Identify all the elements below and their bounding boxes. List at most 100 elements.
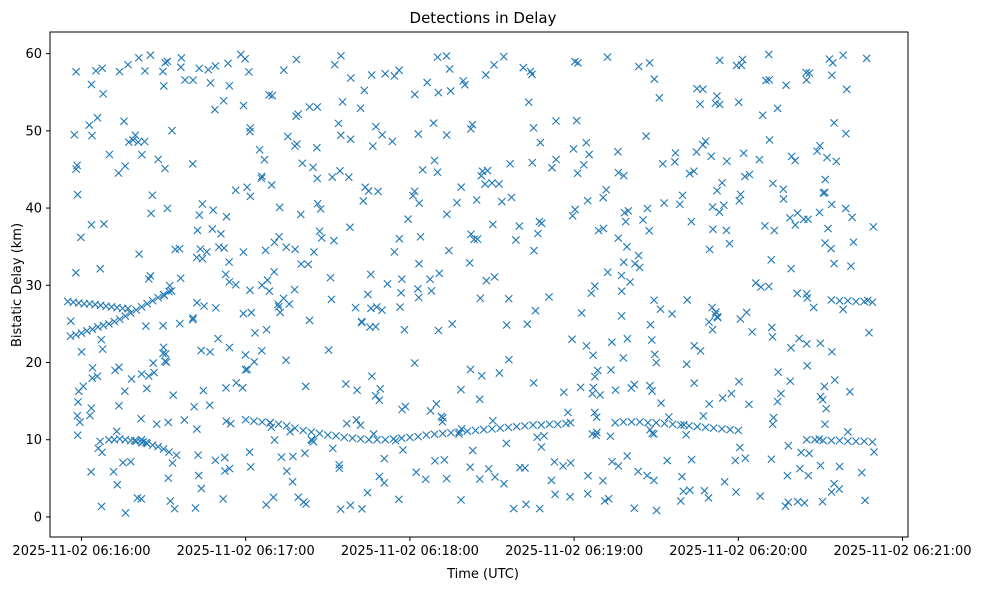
detection-marker [257, 172, 266, 181]
detection-marker [165, 448, 174, 457]
detection-marker [316, 204, 325, 213]
detection-marker [137, 302, 146, 311]
detection-marker [190, 402, 199, 411]
detection-marker [77, 347, 86, 356]
detection-marker [88, 363, 97, 372]
detection-marker [176, 63, 185, 72]
detection-marker [690, 379, 699, 388]
detection-marker [206, 347, 215, 356]
detection-marker [244, 67, 253, 76]
detection-marker [369, 430, 378, 439]
detection-marker [199, 386, 208, 395]
detection-marker [502, 439, 511, 448]
detection-marker [643, 471, 652, 480]
detection-marker [87, 80, 96, 89]
detection-marker [216, 229, 225, 238]
detection-marker [475, 475, 484, 484]
detection-marker [239, 309, 248, 318]
detection-marker [635, 417, 644, 426]
detection-marker [329, 236, 338, 245]
y-tick-label: 50 [25, 124, 42, 139]
detection-marker [346, 73, 355, 82]
detection-marker [507, 193, 516, 202]
detection-marker [692, 147, 701, 156]
detection-marker [803, 361, 812, 370]
detection-marker [421, 475, 430, 484]
detection-marker [210, 105, 219, 114]
detection-marker [699, 411, 708, 420]
detection-marker [238, 383, 247, 392]
detection-marker [301, 382, 310, 391]
detection-marker [288, 477, 297, 486]
detection-marker [446, 87, 455, 96]
detection-marker [367, 372, 376, 381]
detection-marker [292, 112, 301, 121]
detection-marker [502, 320, 511, 329]
detection-marker [241, 350, 250, 359]
detection-marker [708, 202, 717, 211]
detection-marker [526, 67, 535, 76]
detection-marker [194, 471, 203, 480]
detection-marker [277, 453, 286, 462]
detection-marker [312, 143, 321, 152]
detection-marker [300, 449, 309, 458]
detection-marker [91, 66, 100, 75]
detection-marker [429, 119, 438, 128]
detection-marker [520, 421, 529, 430]
detection-marker [172, 451, 181, 460]
detection-marker [154, 442, 163, 451]
detection-marker [143, 299, 152, 308]
detection-marker [720, 477, 729, 486]
detection-marker [168, 459, 177, 468]
detection-marker [701, 137, 710, 146]
detection-marker [200, 302, 209, 311]
detection-marker [166, 497, 175, 505]
detection-marker [787, 264, 796, 273]
detection-marker [663, 456, 672, 465]
detection-marker [600, 496, 609, 505]
detection-marker [335, 460, 344, 469]
detection-marker [371, 122, 380, 131]
detection-marker [800, 498, 809, 507]
detection-marker [827, 347, 836, 356]
detection-marker [247, 308, 256, 317]
detection-marker [765, 135, 774, 144]
detection-marker [457, 183, 466, 192]
detection-marker [175, 244, 184, 253]
detection-marker [66, 332, 75, 341]
detection-marker [528, 158, 537, 167]
detection-marker [404, 215, 413, 224]
detection-marker [660, 199, 669, 207]
detection-marker [712, 92, 721, 101]
detection-marker [793, 497, 802, 506]
detection-marker [849, 238, 858, 247]
detection-marker [484, 464, 493, 473]
detection-marker [568, 335, 577, 344]
detection-marker [523, 320, 532, 329]
detection-marker [241, 365, 250, 374]
detection-marker [158, 67, 167, 76]
detection-marker [141, 322, 150, 331]
detection-marker [225, 343, 234, 352]
detection-marker [338, 97, 347, 106]
detection-marker [410, 359, 419, 367]
detection-marker [768, 332, 777, 341]
detection-marker [648, 386, 657, 395]
detection-marker [717, 424, 726, 433]
detection-marker [356, 104, 365, 113]
detection-marker [250, 328, 259, 337]
detection-marker [682, 360, 691, 369]
detection-marker [131, 131, 140, 140]
detection-marker [126, 457, 135, 466]
detection-marker [860, 437, 869, 446]
detection-marker [598, 476, 607, 485]
detection-marker [99, 89, 108, 98]
detection-marker [98, 448, 107, 457]
detection-marker [529, 421, 538, 430]
detection-marker [711, 308, 720, 317]
detection-marker [607, 338, 616, 347]
detection-marker [495, 179, 503, 188]
detection-marker [194, 451, 203, 460]
detection-marker [245, 448, 254, 457]
